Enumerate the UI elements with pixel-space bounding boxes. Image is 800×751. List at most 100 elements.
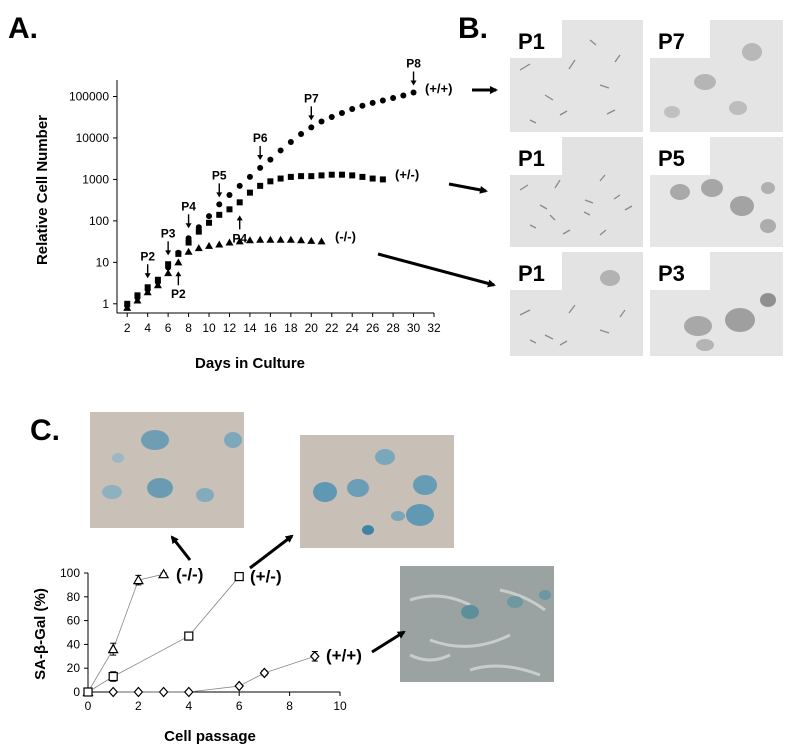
chart-a-point-minus-minus <box>297 236 306 244</box>
chart-a-point-plus-plus <box>390 95 397 102</box>
chart-c-point-plus-minus <box>108 671 118 682</box>
chart-a-point-plus-minus <box>267 178 274 185</box>
panel-label-a: A. <box>8 12 38 45</box>
chart-a-x-tick-label: 14 <box>243 321 257 335</box>
chart-a-point-plus-minus <box>257 182 264 189</box>
chart-c-x-tick-label: 8 <box>286 699 293 713</box>
chart-c-y-tick-label: 80 <box>67 590 81 604</box>
chart-a-point-minus-minus <box>143 288 152 296</box>
chart-a-point-plus-minus <box>195 228 202 235</box>
chart-a-label-minus-minus: (-/-) <box>335 229 356 244</box>
chart-a-point-plus-plus <box>369 99 376 106</box>
chart-a-label-plus-plus: (+/+) <box>425 81 452 96</box>
chart-a-point-minus-minus <box>266 235 275 243</box>
chart-a-point-plus-plus <box>410 89 417 96</box>
chart-c-x-tick-label: 4 <box>185 699 192 713</box>
chart-a-point-minus-minus <box>215 240 224 248</box>
chart-c-label-plus-plus: (+/+) <box>326 646 362 665</box>
chart-a-point-minus-minus <box>307 236 316 244</box>
chart-a-point-plus-plus <box>298 130 305 137</box>
arrow-c-minus-minus <box>170 535 192 561</box>
chart-a-point-minus-minus <box>286 235 295 243</box>
chart-a-x-tick-label: 12 <box>223 321 237 335</box>
chart-a-annotation-label: P2 <box>171 287 186 301</box>
chart-a-point-minus-minus <box>194 244 203 252</box>
chart-a-annotation-arrowhead <box>144 273 151 279</box>
chart-c-x-tick-label: 0 <box>85 699 92 713</box>
chart-a-point-plus-minus <box>175 250 182 257</box>
micrograph-label: P1 <box>518 146 545 171</box>
chart-a-point-minus-minus <box>123 303 132 311</box>
chart-c-y-tick-label: 20 <box>67 661 81 675</box>
chart-a-point-plus-minus <box>124 300 131 307</box>
micrograph-label: P7 <box>658 29 685 54</box>
chart-a-point-plus-minus <box>236 199 243 206</box>
chart-a-x-tick-label: 18 <box>284 321 298 335</box>
chart-c-y-tick-label: 100 <box>60 566 80 580</box>
chart-c-y-label: SA-β-Gal (%) <box>32 588 49 680</box>
chart-c-point-plus-plus <box>108 686 119 698</box>
chart-a-annotation-arrowhead <box>236 215 243 221</box>
chart-a-x-tick-label: 28 <box>386 321 400 335</box>
chart-a-annotation-arrowhead <box>308 115 315 121</box>
chart-a-point-plus-minus <box>338 171 345 178</box>
chart-a-x-tick-label: 26 <box>366 321 380 335</box>
panel-label-c: C. <box>30 414 60 447</box>
chart-c-x-tick-label: 2 <box>135 699 142 713</box>
chart-a-point-minus-minus <box>133 296 142 304</box>
chart-a-point-minus-minus <box>205 241 214 249</box>
chart-c-series-line <box>87 576 240 693</box>
micrograph-plus-plus-p7: P7 <box>650 20 783 132</box>
chart-a-point-plus-minus <box>165 261 172 268</box>
chart-a-point-plus-minus <box>308 173 315 180</box>
chart-a-point-plus-minus <box>287 173 294 180</box>
chart-a-point-plus-plus <box>277 147 284 154</box>
chart-a-annotation-label: P3 <box>161 226 176 240</box>
chart-a-annotation-label: P2 <box>140 249 155 263</box>
micrograph-c-plus-plus <box>400 566 554 682</box>
chart-c-point-plus-minus <box>83 687 93 697</box>
micrograph-minus-minus-p1: P1 <box>510 252 643 356</box>
chart-a-point-plus-plus <box>206 213 213 220</box>
chart-a-point-plus-plus <box>267 156 274 163</box>
chart-a-point-plus-plus <box>308 124 315 131</box>
chart-a-annotation-arrowhead <box>257 154 264 160</box>
chart-a-x-tick-label: 22 <box>325 321 339 335</box>
chart-c-series-line <box>113 655 315 693</box>
chart-a-point-plus-plus <box>226 192 233 199</box>
micrograph-c-plus-minus <box>300 435 454 548</box>
chart-c-y-tick-label: 60 <box>67 614 81 628</box>
chart-a-point-plus-minus <box>144 284 151 291</box>
chart-a-point-plus-minus <box>246 189 253 196</box>
micrograph-label: P5 <box>658 146 685 171</box>
micrograph-minus-minus-p3: P3 <box>650 252 783 356</box>
chart-a-annotation-arrowhead <box>216 192 223 198</box>
chart-c-label-minus-minus: (-/-) <box>176 565 203 584</box>
chart-a-x-tick-label: 24 <box>346 321 360 335</box>
chart-a-point-plus-plus <box>328 114 335 121</box>
chart-a-point-plus-minus <box>216 211 223 218</box>
chart-a-point-minus-minus <box>256 235 265 243</box>
chart-a-point-plus-plus <box>400 92 407 99</box>
chart-a-point-plus-minus <box>134 292 141 299</box>
chart-c-series-line <box>87 573 164 693</box>
micrograph-plus-plus-p1: P1 <box>510 20 643 132</box>
chart-a-annotation-label: P4 <box>232 231 247 245</box>
chart-a-point-minus-minus <box>184 247 193 255</box>
chart-a-annotation-label: P8 <box>406 56 421 70</box>
chart-a-x-tick-label: 20 <box>305 321 319 335</box>
chart-a-annotation-arrowhead <box>410 80 417 86</box>
chart-a-point-plus-minus <box>359 173 366 180</box>
chart-a-annotation-arrowhead <box>165 250 172 256</box>
micrograph-c-minus-minus <box>90 412 244 528</box>
chart-a-y-tick-label: 10000 <box>76 131 110 145</box>
micrograph-label: P1 <box>518 29 545 54</box>
chart-c-point-minus-minus <box>158 568 170 579</box>
chart-c-point-plus-plus <box>309 650 320 662</box>
chart-a-point-minus-minus <box>245 236 254 244</box>
chart-c-point-plus-plus <box>158 686 169 698</box>
arrow-minus-minus <box>377 252 496 288</box>
chart-a-point-plus-plus <box>287 138 294 145</box>
chart-a-annotation-label: P6 <box>253 131 268 145</box>
